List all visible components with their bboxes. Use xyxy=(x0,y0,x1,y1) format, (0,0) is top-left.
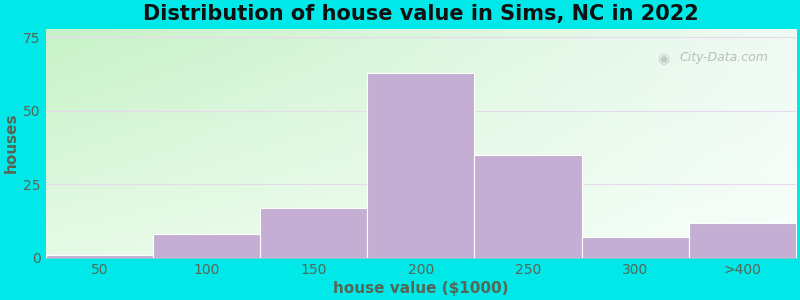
Bar xyxy=(474,155,582,258)
Text: City-Data.com: City-Data.com xyxy=(679,51,769,64)
Title: Distribution of house value in Sims, NC in 2022: Distribution of house value in Sims, NC … xyxy=(143,4,698,24)
Bar xyxy=(367,73,474,258)
X-axis label: house value ($1000): house value ($1000) xyxy=(333,281,509,296)
Bar xyxy=(582,237,689,258)
Bar xyxy=(46,255,153,258)
Bar xyxy=(153,234,260,258)
Text: ◉: ◉ xyxy=(657,51,669,65)
Bar xyxy=(260,208,367,258)
Bar xyxy=(689,223,796,258)
Y-axis label: houses: houses xyxy=(4,113,19,173)
